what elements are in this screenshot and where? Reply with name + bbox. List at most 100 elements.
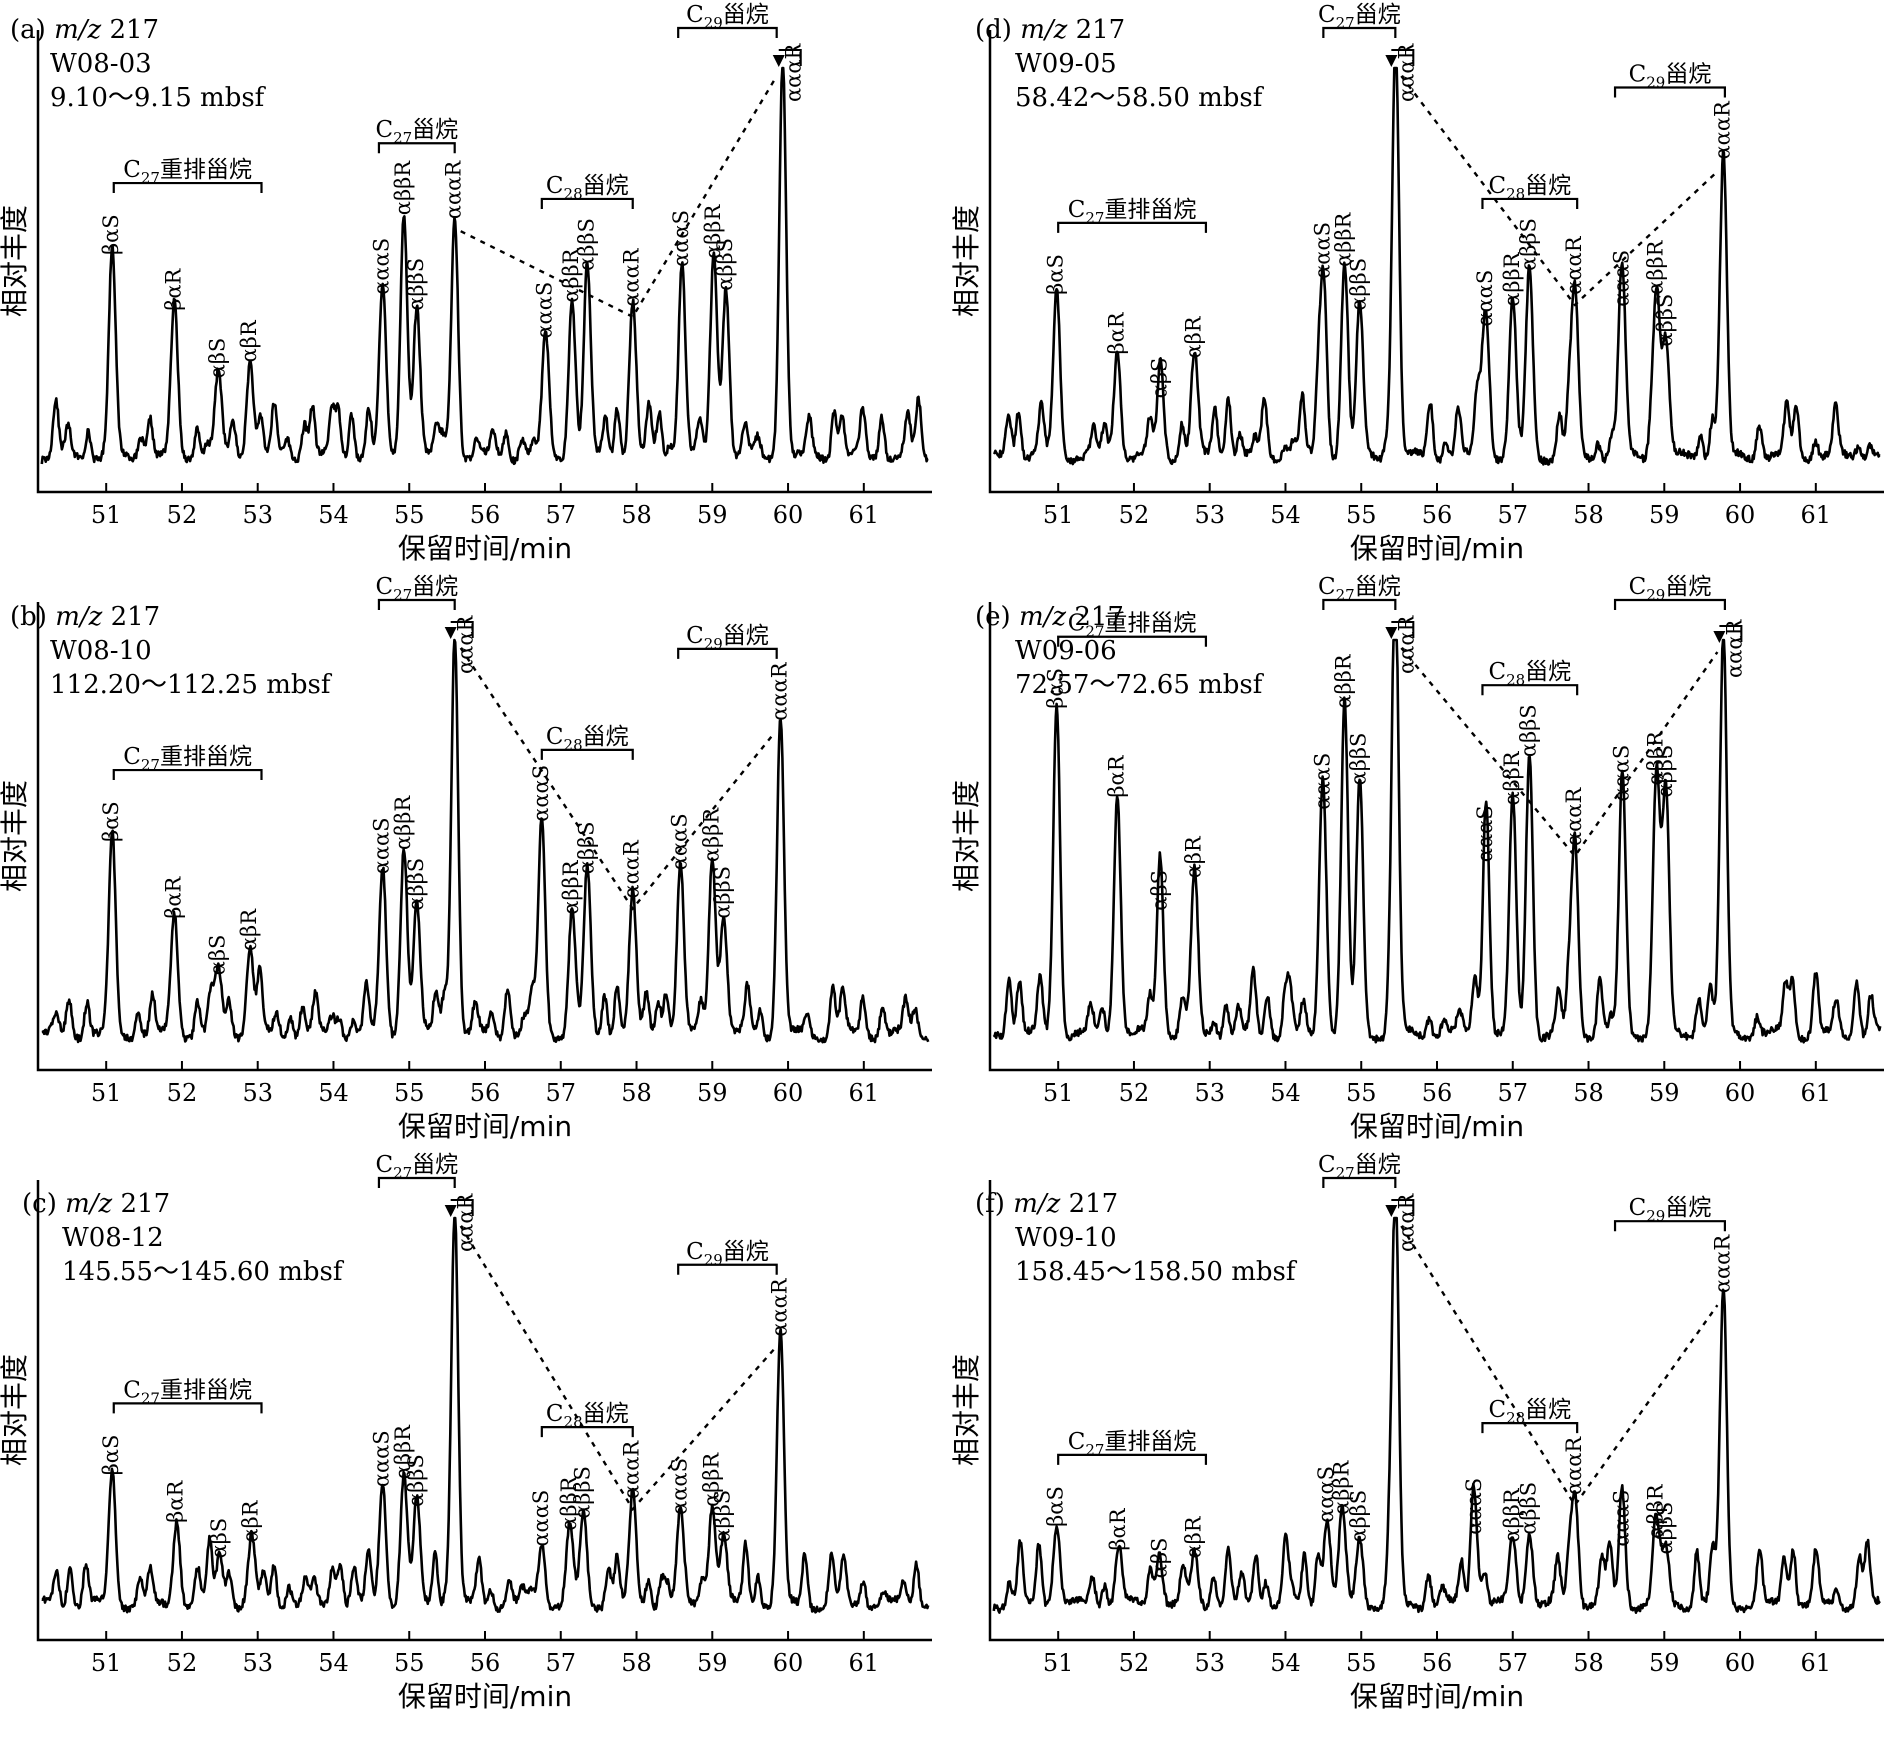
sample-depth: 72.57～72.65 mbsf bbox=[1015, 670, 1265, 700]
peak-label: αβS bbox=[205, 935, 229, 976]
peak-label: αββS bbox=[1516, 218, 1540, 271]
axes bbox=[36, 30, 932, 494]
x-tick-label: 51 bbox=[91, 1079, 122, 1107]
peak-label: αβS bbox=[207, 1518, 231, 1559]
peak-label: αααR bbox=[1710, 100, 1734, 160]
axes bbox=[36, 1180, 932, 1642]
peak-arrow-icon bbox=[1385, 55, 1398, 67]
y-axis-title: 相对丰度 bbox=[0, 780, 31, 892]
peak-label: αααS bbox=[1610, 1490, 1634, 1547]
peak-label: αααS bbox=[370, 817, 394, 874]
group-label: C29甾烷 bbox=[1629, 1195, 1712, 1225]
group-label: C27重排甾烷 bbox=[1068, 1429, 1197, 1459]
x-tick-label: 51 bbox=[1043, 501, 1074, 529]
x-axis-title: 保留时间/min bbox=[1350, 532, 1524, 565]
x-tick-label: 51 bbox=[91, 1649, 122, 1677]
peak-label: αβS bbox=[1147, 1538, 1171, 1579]
peak-label: αββS bbox=[711, 1490, 735, 1543]
group-label: C29甾烷 bbox=[1629, 62, 1712, 92]
group-bracket bbox=[1481, 1422, 1579, 1434]
peak-label: βαR bbox=[164, 1480, 188, 1523]
y-axis-title: 相对丰度 bbox=[950, 1354, 983, 1466]
x-tick-label: 52 bbox=[1119, 501, 1150, 529]
dashed-trend-line bbox=[1400, 647, 1719, 859]
peak-label: αααR bbox=[1562, 787, 1586, 847]
group-label: C29甾烷 bbox=[1629, 574, 1712, 604]
axes bbox=[988, 602, 1884, 1072]
peak-label: αββS bbox=[574, 218, 598, 271]
peak-label: αββR bbox=[1500, 1487, 1524, 1542]
peak-label: αααR bbox=[1562, 1436, 1586, 1496]
peak-label: αβR bbox=[237, 908, 261, 951]
panel-info: (d) m/z 217 W09-05 58.42～58.50 mbsf bbox=[975, 15, 1265, 113]
x-tick-label: 52 bbox=[1119, 1649, 1150, 1677]
chromatogram-trace bbox=[41, 1216, 930, 1614]
group-label: C27甾烷 bbox=[375, 1152, 458, 1182]
x-tick-label: 61 bbox=[1801, 1079, 1832, 1107]
x-tick-label: 57 bbox=[1497, 1079, 1528, 1107]
chromatogram-trace bbox=[41, 638, 930, 1044]
axes bbox=[988, 30, 1884, 494]
panel-info: (f) m/z 217 W09-10 158.45～158.50 mbsf bbox=[975, 1189, 1298, 1287]
x-tick-label: 54 bbox=[318, 501, 349, 529]
group-bracket bbox=[540, 748, 634, 760]
group-label: C29甾烷 bbox=[686, 2, 769, 32]
peak-label: αααS bbox=[1473, 270, 1497, 327]
x-tick-label: 55 bbox=[394, 1079, 425, 1107]
x-tick-label: 55 bbox=[1346, 1079, 1377, 1107]
chromatogram-trace bbox=[992, 1216, 1881, 1614]
peak-label: βαR bbox=[1106, 1507, 1130, 1550]
group-bracket bbox=[1322, 1176, 1397, 1188]
group-label: C27甾烷 bbox=[375, 117, 458, 147]
sample-id: W08-10 bbox=[50, 636, 152, 666]
peak-label: αααS bbox=[1462, 1478, 1486, 1535]
peak-label: αααR bbox=[767, 1277, 791, 1337]
x-tick-label: 60 bbox=[1725, 1079, 1756, 1107]
x-tick-label: 51 bbox=[91, 501, 122, 529]
dashed-trend-line bbox=[459, 647, 776, 911]
group-bracket bbox=[677, 1263, 778, 1275]
dashed-trend-line bbox=[459, 1225, 776, 1512]
group-label: C28甾烷 bbox=[1488, 173, 1571, 203]
peak-label: αββR bbox=[1644, 1483, 1668, 1538]
peak-label: βαS bbox=[1044, 668, 1068, 709]
peak-label: βαR bbox=[161, 875, 185, 918]
peak-label: αααS bbox=[1610, 250, 1634, 307]
x-axis-title: 保留时间/min bbox=[398, 1110, 572, 1143]
peak-label: αββS bbox=[1516, 1482, 1540, 1535]
peak-label: αααS bbox=[1310, 753, 1334, 810]
x-tick-label: 59 bbox=[1649, 501, 1680, 529]
group-label: C28甾烷 bbox=[1488, 659, 1571, 689]
peak-label: αββS bbox=[1347, 1490, 1371, 1543]
peak-label: αααR bbox=[1562, 235, 1586, 295]
x-tick-label: 55 bbox=[1346, 501, 1377, 529]
peak-arrow-icon bbox=[1385, 1205, 1398, 1217]
peak-label: αββR bbox=[559, 247, 583, 302]
x-tick-label: 59 bbox=[697, 1649, 728, 1677]
peak-arrow-icon bbox=[1385, 627, 1398, 639]
peak-label: αααR bbox=[767, 661, 791, 721]
peak-label: αββS bbox=[711, 866, 735, 919]
x-tick-label: 56 bbox=[1422, 1649, 1453, 1677]
x-tick-label: 61 bbox=[1801, 1649, 1832, 1677]
group-label: C27甾烷 bbox=[1318, 1152, 1401, 1182]
panel-d: 51 52 53 54 55 56 57 58 59 60 61 保留时间/min 相对丰度 (d) m/… bbox=[950, 2, 1884, 565]
group-label: C27甾烷 bbox=[375, 574, 458, 604]
dashed-trend-line bbox=[1400, 75, 1719, 307]
peak-label: αααS bbox=[669, 210, 693, 267]
peak-label: βαS bbox=[1044, 1486, 1068, 1527]
peak-label: αααR bbox=[1710, 1234, 1734, 1294]
group-label: C27甾烷 bbox=[1318, 2, 1401, 32]
peak-label: αααR bbox=[454, 614, 478, 674]
panel-label-and-ion: (b) m/z 217 bbox=[10, 602, 160, 632]
peak-arrow-line bbox=[450, 1199, 474, 1216]
x-tick-label: 61 bbox=[849, 501, 880, 529]
peak-label: αααR bbox=[782, 42, 806, 102]
x-tick-label: 52 bbox=[167, 1079, 198, 1107]
group-label: C28甾烷 bbox=[546, 724, 629, 754]
peak-arrow-line bbox=[450, 621, 474, 638]
panel-info: (e) m/z 217 W09-06 72.57～72.65 mbsf bbox=[975, 602, 1265, 700]
x-tick-label: 60 bbox=[1725, 1649, 1756, 1677]
peak-label: αβS bbox=[1147, 358, 1171, 399]
